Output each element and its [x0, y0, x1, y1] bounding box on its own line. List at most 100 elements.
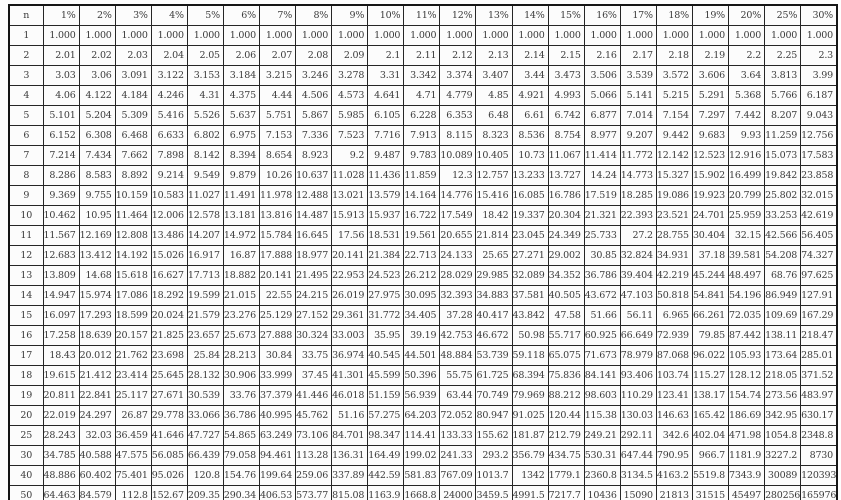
factor-cell: 20.024	[150, 305, 188, 326]
factor-cell: 11.772	[619, 145, 657, 166]
table-row: 6 6.152 6.308 6.468 6.633 6.802 6.975 7.153 7.33…	[8, 125, 838, 146]
column-header: 17%	[619, 4, 657, 26]
factor-cell: 94.461	[258, 445, 297, 466]
factor-cell: 21.015	[222, 285, 260, 306]
factor-cell: 6.105	[367, 105, 405, 126]
factor-cell: 1.000	[475, 25, 513, 46]
factor-cell: 123.41	[655, 385, 693, 406]
factor-cell: 20.811	[42, 385, 80, 406]
table-row: 3 3.03 3.06 3.091 3.122 3.153 3.184 3.215 3.246 3…	[8, 65, 838, 86]
factor-cell: 1.000	[78, 25, 116, 46]
factor-cell: 24.215	[295, 285, 333, 306]
column-header: 25%	[764, 4, 802, 26]
factor-cell: 18.977	[295, 245, 333, 266]
factor-cell: 1.000	[42, 25, 80, 46]
factor-cell: 13.816	[258, 205, 297, 226]
column-header: 15%	[547, 4, 585, 26]
factor-cell: 47.58	[547, 305, 585, 326]
table-row: 30 34.785 40.588 47.575 56.085 66.439 79.058 94…	[8, 445, 838, 466]
factor-cell: 7.434	[78, 145, 116, 166]
factor-cell: 33.76	[222, 385, 260, 406]
factor-cell: 48.886	[42, 465, 80, 486]
table-row: 40 48.886 60.402 75.401 95.026 120.8 154.76 199…	[8, 465, 838, 486]
factor-cell: 42.219	[655, 265, 693, 286]
factor-cell: 3.31	[367, 65, 405, 86]
row-label-n: 25	[8, 425, 44, 446]
factor-cell: 11.027	[186, 185, 224, 206]
factor-cell: 8.394	[222, 145, 260, 166]
factor-cell: 30.539	[186, 385, 224, 406]
factor-cell: 8.977	[583, 125, 621, 146]
factor-cell: 4.641	[367, 85, 405, 106]
factor-cell: 34.352	[547, 265, 585, 286]
factor-cell: 218.47	[800, 325, 838, 346]
factor-cell: 40.588	[78, 445, 116, 466]
factor-cell: 26.87	[114, 405, 152, 426]
factor-cell: 8730	[800, 445, 838, 466]
factor-cell: 30.324	[295, 325, 333, 346]
factor-cell: 25.802	[764, 185, 802, 206]
column-header: 30%	[800, 4, 838, 26]
factor-cell: 406.53	[258, 485, 297, 500]
factor-cell: 109.69	[764, 305, 802, 326]
factor-cell: 5.204	[78, 105, 116, 126]
factor-cell: 16.499	[727, 165, 766, 186]
factor-cell: 40.995	[258, 405, 297, 426]
row-label-n: 11	[8, 225, 44, 246]
factor-cell: 31.772	[367, 305, 405, 326]
factor-cell: 25.733	[583, 225, 621, 246]
factor-cell: 8.654	[258, 145, 297, 166]
factor-cell: 45.762	[295, 405, 333, 426]
factor-cell: 1.000	[547, 25, 585, 46]
table-row: 20 22.019 24.297 26.87 29.778 33.066 36.786 40.…	[8, 405, 838, 426]
factor-cell: 65.075	[547, 345, 585, 366]
column-header: 4%	[150, 4, 188, 26]
factor-cell: 61.725	[475, 365, 513, 386]
table-row: 10 10.462 10.95 11.464 12.006 12.578 13.181 13.…	[8, 205, 838, 226]
factor-cell: 14.207	[186, 225, 224, 246]
factor-cell: 1.000	[619, 25, 657, 46]
row-label-n: 6	[8, 125, 44, 146]
factor-cell: 40.505	[547, 285, 585, 306]
factor-cell: 130.03	[619, 405, 657, 426]
factor-cell: 13.233	[511, 165, 549, 186]
factor-cell: 6.228	[403, 105, 441, 126]
factor-cell: 50.396	[403, 365, 441, 386]
factor-cell: 15.073	[764, 145, 802, 166]
factor-cell: 24.523	[367, 265, 405, 286]
factor-cell: 4.779	[439, 85, 477, 106]
factor-cell: 11.464	[114, 205, 152, 226]
factor-cell: 3134.5	[619, 465, 657, 486]
factor-cell: 27.888	[258, 325, 297, 346]
factor-cell: 3.153	[186, 65, 224, 86]
factor-cell: 2.1	[367, 45, 405, 66]
factor-cell: 1.000	[800, 25, 838, 46]
factor-cell: 28.029	[439, 265, 477, 286]
row-label-n: 13	[8, 265, 44, 286]
factor-cell: 66.439	[186, 445, 224, 466]
factor-cell: 27.271	[511, 245, 549, 266]
row-label-n: 5	[8, 105, 44, 126]
factor-cell: 2.06	[222, 45, 260, 66]
factor-cell: 14.773	[619, 165, 657, 186]
factor-cell: 6.742	[547, 105, 585, 126]
factor-cell: 72.052	[439, 405, 477, 426]
factor-cell: 54.841	[691, 285, 729, 306]
factor-cell: 12.578	[186, 205, 224, 226]
factor-cell: 12.683	[42, 245, 80, 266]
factor-cell: 115.27	[691, 365, 729, 386]
factor-cell: 1.000	[583, 25, 621, 46]
factor-cell: 16.786	[547, 185, 585, 206]
factor-cell: 33.253	[764, 205, 802, 226]
factor-cell: 342.6	[655, 425, 693, 446]
factor-cell: 45.599	[367, 365, 405, 386]
factor-cell: 12.488	[295, 185, 333, 206]
factor-cell: 2.09	[331, 45, 369, 66]
factor-cell: 47.575	[114, 445, 152, 466]
factor-cell: 14.24	[583, 165, 621, 186]
row-label-n: 16	[8, 325, 44, 346]
factor-cell: 46.018	[331, 385, 369, 406]
factor-cell: 12.006	[150, 205, 188, 226]
factor-cell: 6.468	[114, 125, 152, 146]
factor-cell: 27.2	[619, 225, 657, 246]
